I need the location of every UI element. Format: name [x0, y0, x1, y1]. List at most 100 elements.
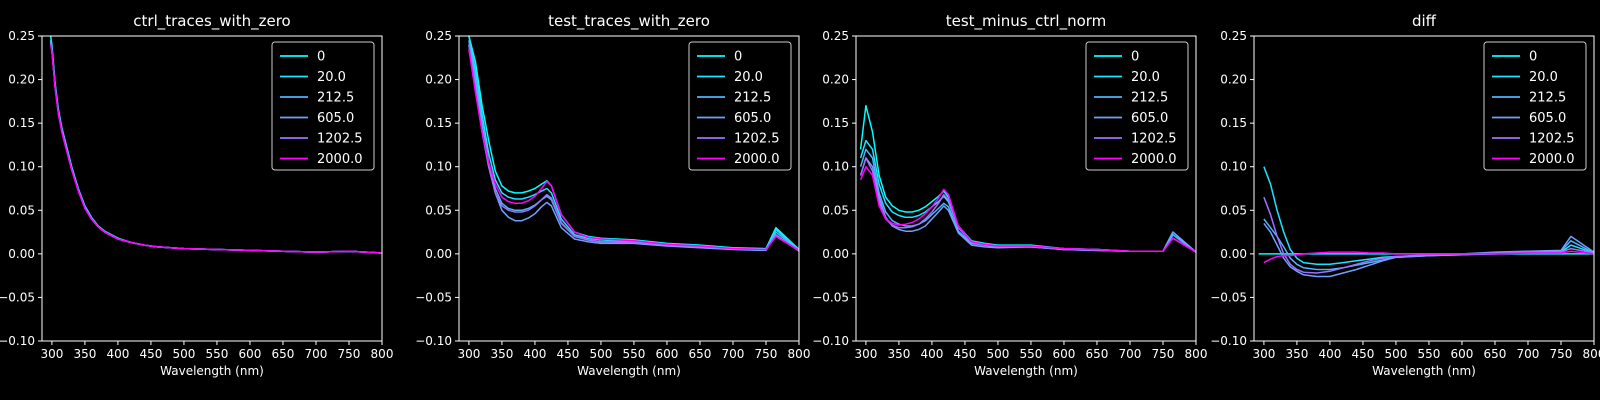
- x-tick-label: 600: [1053, 347, 1076, 361]
- series-line-1202.5: [1263, 196, 1594, 274]
- x-tick-label: 650: [689, 347, 712, 361]
- y-tick-label: −0.10: [1210, 334, 1247, 348]
- y-tick-label: −0.05: [812, 290, 849, 304]
- y-tick-label: 0.00: [8, 247, 35, 261]
- legend-label: 2000.0: [1529, 152, 1575, 167]
- legend-label: 20.0: [734, 70, 763, 85]
- series-line-1202.5: [859, 157, 1196, 253]
- series-group: [49, 36, 382, 254]
- series-line-2000.0: [1263, 250, 1594, 264]
- y-tick-label: 0.25: [425, 29, 452, 43]
- legend: 0 20.0 212.5 605.0 1202.5 2000.0: [1483, 41, 1587, 171]
- x-axis-label: Wavelength (nm): [160, 364, 264, 378]
- x-tick-label: 650: [1086, 347, 1109, 361]
- x-tick-label: 750: [338, 347, 361, 361]
- x-tick-label: 800: [371, 347, 394, 361]
- legend-label: 1202.5: [734, 132, 780, 147]
- chart-panel-3: test_minus_ctrl_norm 300 350 400 450 500 550 60…: [812, 12, 1207, 378]
- y-tick-label: −0.05: [0, 290, 35, 304]
- x-axis-label: Wavelength (nm): [577, 364, 681, 378]
- legend-label: 1202.5: [1131, 132, 1177, 147]
- x-tick-label: 550: [1417, 347, 1440, 361]
- legend-label: 605.0: [317, 111, 354, 126]
- legend-label: 605.0: [1131, 111, 1168, 126]
- plot-frame: [458, 35, 800, 342]
- x-tick-label: 700: [722, 347, 745, 361]
- series-line-212.5: [1263, 218, 1594, 271]
- y-tick-label: −0.05: [415, 290, 452, 304]
- x-tick-label: 700: [1517, 347, 1540, 361]
- y-tick-label: 0.00: [1220, 247, 1247, 261]
- x-tick-label: 300: [1252, 347, 1275, 361]
- chart-panel-2: test_traces_with_zero 300 350 400 450 500 550 6…: [415, 12, 810, 378]
- legend-label: 2000.0: [1131, 152, 1177, 167]
- y-tick-label: 0.25: [8, 29, 35, 43]
- legend-label: 0: [1131, 50, 1139, 65]
- chart-title: ctrl_traces_with_zero: [133, 12, 290, 31]
- x-tick-label: 650: [1484, 347, 1507, 361]
- y-tick-label: 0.00: [425, 247, 452, 261]
- y-tick-label: 0.05: [1220, 203, 1247, 217]
- x-axis-label: Wavelength (nm): [974, 364, 1078, 378]
- chart-panel-1: ctrl_traces_with_zero 300 350 400 450 500 550 6…: [0, 12, 393, 378]
- y-tick-label: −0.10: [812, 334, 849, 348]
- x-tick-label: 300: [854, 347, 877, 361]
- x-tick-label: 800: [1583, 347, 1600, 361]
- series-line-2000.0: [49, 44, 382, 254]
- y-tick-label: 0.20: [1220, 73, 1247, 87]
- y-tick-label: −0.10: [0, 334, 35, 348]
- x-tick-label: 450: [1351, 347, 1374, 361]
- legend-label: 0: [317, 50, 325, 65]
- x-tick-label: 500: [589, 347, 612, 361]
- x-tick-label: 500: [1384, 347, 1407, 361]
- x-tick-label: 350: [1285, 347, 1308, 361]
- x-tick-label: 700: [305, 347, 328, 361]
- series-line-20.0: [1263, 166, 1594, 266]
- y-tick-label: 0.05: [425, 203, 452, 217]
- legend-label: 212.5: [734, 91, 771, 106]
- legend-label: 212.5: [1529, 91, 1566, 106]
- x-tick-label: 600: [656, 347, 679, 361]
- legend-label: 605.0: [734, 111, 771, 126]
- y-tick-label: 0.05: [8, 203, 35, 217]
- legend-label: 605.0: [1529, 111, 1566, 126]
- plot-frame: [1253, 35, 1595, 342]
- legend-label: 20.0: [1131, 70, 1160, 85]
- x-tick-label: 500: [172, 347, 195, 361]
- x-tick-label: 750: [1152, 347, 1175, 361]
- legend-label: 20.0: [1529, 70, 1558, 85]
- legend-label: 20.0: [317, 70, 346, 85]
- x-tick-label: 400: [106, 347, 129, 361]
- legend-label: 0: [734, 50, 742, 65]
- series-group: [468, 36, 799, 252]
- x-axis-label: Wavelength (nm): [1372, 364, 1476, 378]
- legend-label: 1202.5: [317, 132, 363, 147]
- x-tick-label: 550: [622, 347, 645, 361]
- x-tick-label: 700: [1119, 347, 1142, 361]
- x-tick-label: 350: [73, 347, 96, 361]
- series-group: [1258, 166, 1594, 278]
- y-tick-label: 0.15: [1220, 116, 1247, 130]
- series-line-2000.0: [468, 48, 799, 252]
- x-tick-label: 550: [205, 347, 228, 361]
- plot-frame: [41, 35, 383, 342]
- x-tick-label: 350: [887, 347, 910, 361]
- x-tick-label: 550: [1019, 347, 1042, 361]
- x-tick-label: 750: [1550, 347, 1573, 361]
- y-tick-label: 0.25: [1220, 29, 1247, 43]
- legend: 0 20.0 212.5 605.0 1202.5 2000.0: [688, 41, 792, 171]
- series-line-1202.5: [468, 44, 799, 252]
- x-tick-label: 650: [272, 347, 295, 361]
- x-tick-label: 750: [755, 347, 778, 361]
- legend: 0 20.0 212.5 605.0 1202.5 2000.0: [271, 41, 375, 171]
- x-tick-label: 450: [556, 347, 579, 361]
- y-tick-label: 0.25: [822, 29, 849, 43]
- y-tick-label: 0.05: [822, 203, 849, 217]
- plot-frame: [855, 35, 1197, 342]
- series-line-2000.0: [859, 165, 1196, 253]
- y-tick-label: 0.20: [425, 73, 452, 87]
- x-tick-label: 800: [788, 347, 811, 361]
- x-tick-label: 300: [40, 347, 63, 361]
- series-line-0: [468, 36, 799, 251]
